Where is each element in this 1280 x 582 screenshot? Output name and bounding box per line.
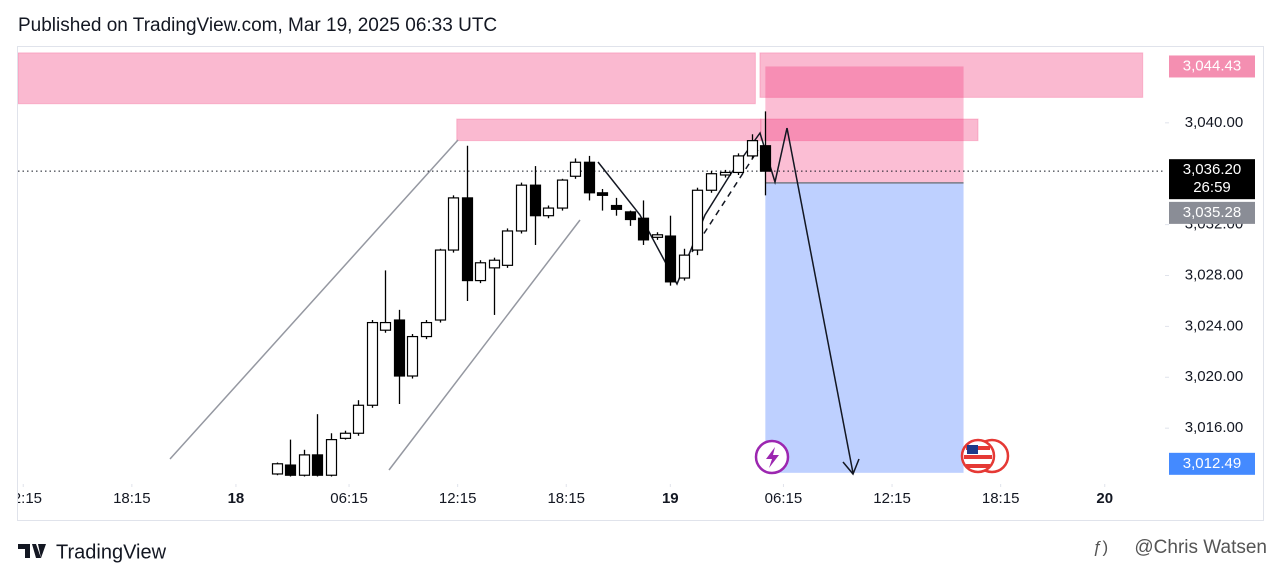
watermark: @Chris Watsen <box>1134 537 1267 558</box>
candle-body <box>284 464 297 476</box>
candle-body <box>759 145 772 172</box>
candle-body <box>637 217 650 241</box>
header-title: Published on TradingView.com, Mar 19, 20… <box>18 15 497 36</box>
candle-body <box>746 140 759 157</box>
candle-body <box>379 321 392 331</box>
candle-body <box>298 454 311 476</box>
candle-body <box>705 173 718 191</box>
x-tick-label: 19 <box>662 490 679 507</box>
price-tag-label: 3,012.49 <box>1183 455 1241 472</box>
candle-body <box>651 234 664 238</box>
watermark-icon: ƒ) <box>1093 537 1108 556</box>
y-tick-label: 3,028.00 <box>1185 266 1243 283</box>
drawings <box>169 127 860 476</box>
price-tag-label: 3,035.28 <box>1183 204 1241 221</box>
dashed-line <box>691 149 759 253</box>
price-tag-label: 3,036.20 <box>1183 161 1241 178</box>
resistance-zone <box>18 52 756 105</box>
flag-stripe <box>964 455 992 459</box>
y-tick-label: 3,016.00 <box>1185 419 1243 436</box>
candle-body <box>691 189 704 251</box>
resistance-zone <box>760 118 979 142</box>
x-tick-label: 06:15 <box>765 490 803 507</box>
candle-body <box>569 161 582 177</box>
candle-body <box>366 321 379 406</box>
x-tick-label: 12:15 <box>4 490 42 507</box>
candle-body <box>393 319 406 377</box>
brand: TradingView <box>18 541 167 563</box>
arrow-head <box>842 458 860 476</box>
candle-body <box>447 197 460 251</box>
resistance-zone <box>759 52 1144 98</box>
x-tick-label: 06:15 <box>330 490 368 507</box>
candle-body <box>501 230 514 266</box>
candle-body <box>732 155 745 174</box>
brand-name: TradingView <box>56 541 167 563</box>
x-tick-label: 20 <box>1096 490 1113 507</box>
x-tick-label: 12:15 <box>439 490 477 507</box>
y-tick-label: 3,020.00 <box>1185 368 1243 385</box>
channel-line <box>388 219 581 471</box>
x-tick-label: 18:15 <box>982 490 1020 507</box>
candle-body <box>610 204 623 210</box>
zones-layer <box>18 52 1144 142</box>
price-tag <box>1169 452 1255 475</box>
x-tick-label: 18:15 <box>547 490 585 507</box>
candle-body <box>420 321 433 338</box>
candle-body <box>271 463 284 475</box>
brand-logo <box>18 544 46 558</box>
candle-body <box>339 432 352 439</box>
y-tick-label: 3,024.00 <box>1185 317 1243 334</box>
x-axis: 12:15 18:15 18 06:15 12:15 18:15 19 06:15 12:15 1… <box>4 484 1113 507</box>
lightning <box>766 447 779 468</box>
candle-body <box>352 404 365 434</box>
y-tick-label: 3,040.00 <box>1185 114 1243 131</box>
candles-layer <box>18 111 1165 477</box>
candle-body <box>664 235 677 283</box>
price-tag <box>1169 55 1255 78</box>
chart-frame <box>17 46 1264 521</box>
candle-body <box>515 184 528 232</box>
arrow-line <box>786 127 854 474</box>
flag-stripe <box>966 464 990 468</box>
candle-body <box>624 211 637 221</box>
candle-body <box>311 454 324 476</box>
x-tick-label: 18 <box>228 490 245 507</box>
candle-body <box>529 184 542 217</box>
candle-body <box>434 249 447 321</box>
candle-body <box>488 259 501 269</box>
flag-canton <box>967 445 978 454</box>
x-tick-label: 12:15 <box>873 490 911 507</box>
candle-body <box>474 262 487 282</box>
candle-body <box>678 254 691 279</box>
candle-body <box>719 171 732 176</box>
candle-body <box>556 179 569 209</box>
candle-body <box>461 197 474 282</box>
target-area <box>765 182 964 473</box>
countdown: 26:59 <box>1193 179 1231 196</box>
event-icons <box>754 438 1010 475</box>
axes-layer: 3,016.003,020.003,024.003,028.003,032.00… <box>4 114 1243 507</box>
channel-line <box>169 139 459 460</box>
candle-body <box>406 335 419 377</box>
price-tag <box>1169 201 1255 224</box>
candle-body <box>542 207 555 217</box>
resistance-zone <box>456 118 762 142</box>
x-tick-label: 18:15 <box>113 490 151 507</box>
candle-body <box>596 192 609 196</box>
position-layer <box>765 66 964 473</box>
candle-body <box>583 161 596 194</box>
price-tag-label: 3,044.43 <box>1183 57 1241 74</box>
stop-area <box>765 66 964 183</box>
candle-body <box>325 439 338 476</box>
price-tag <box>1169 159 1255 200</box>
